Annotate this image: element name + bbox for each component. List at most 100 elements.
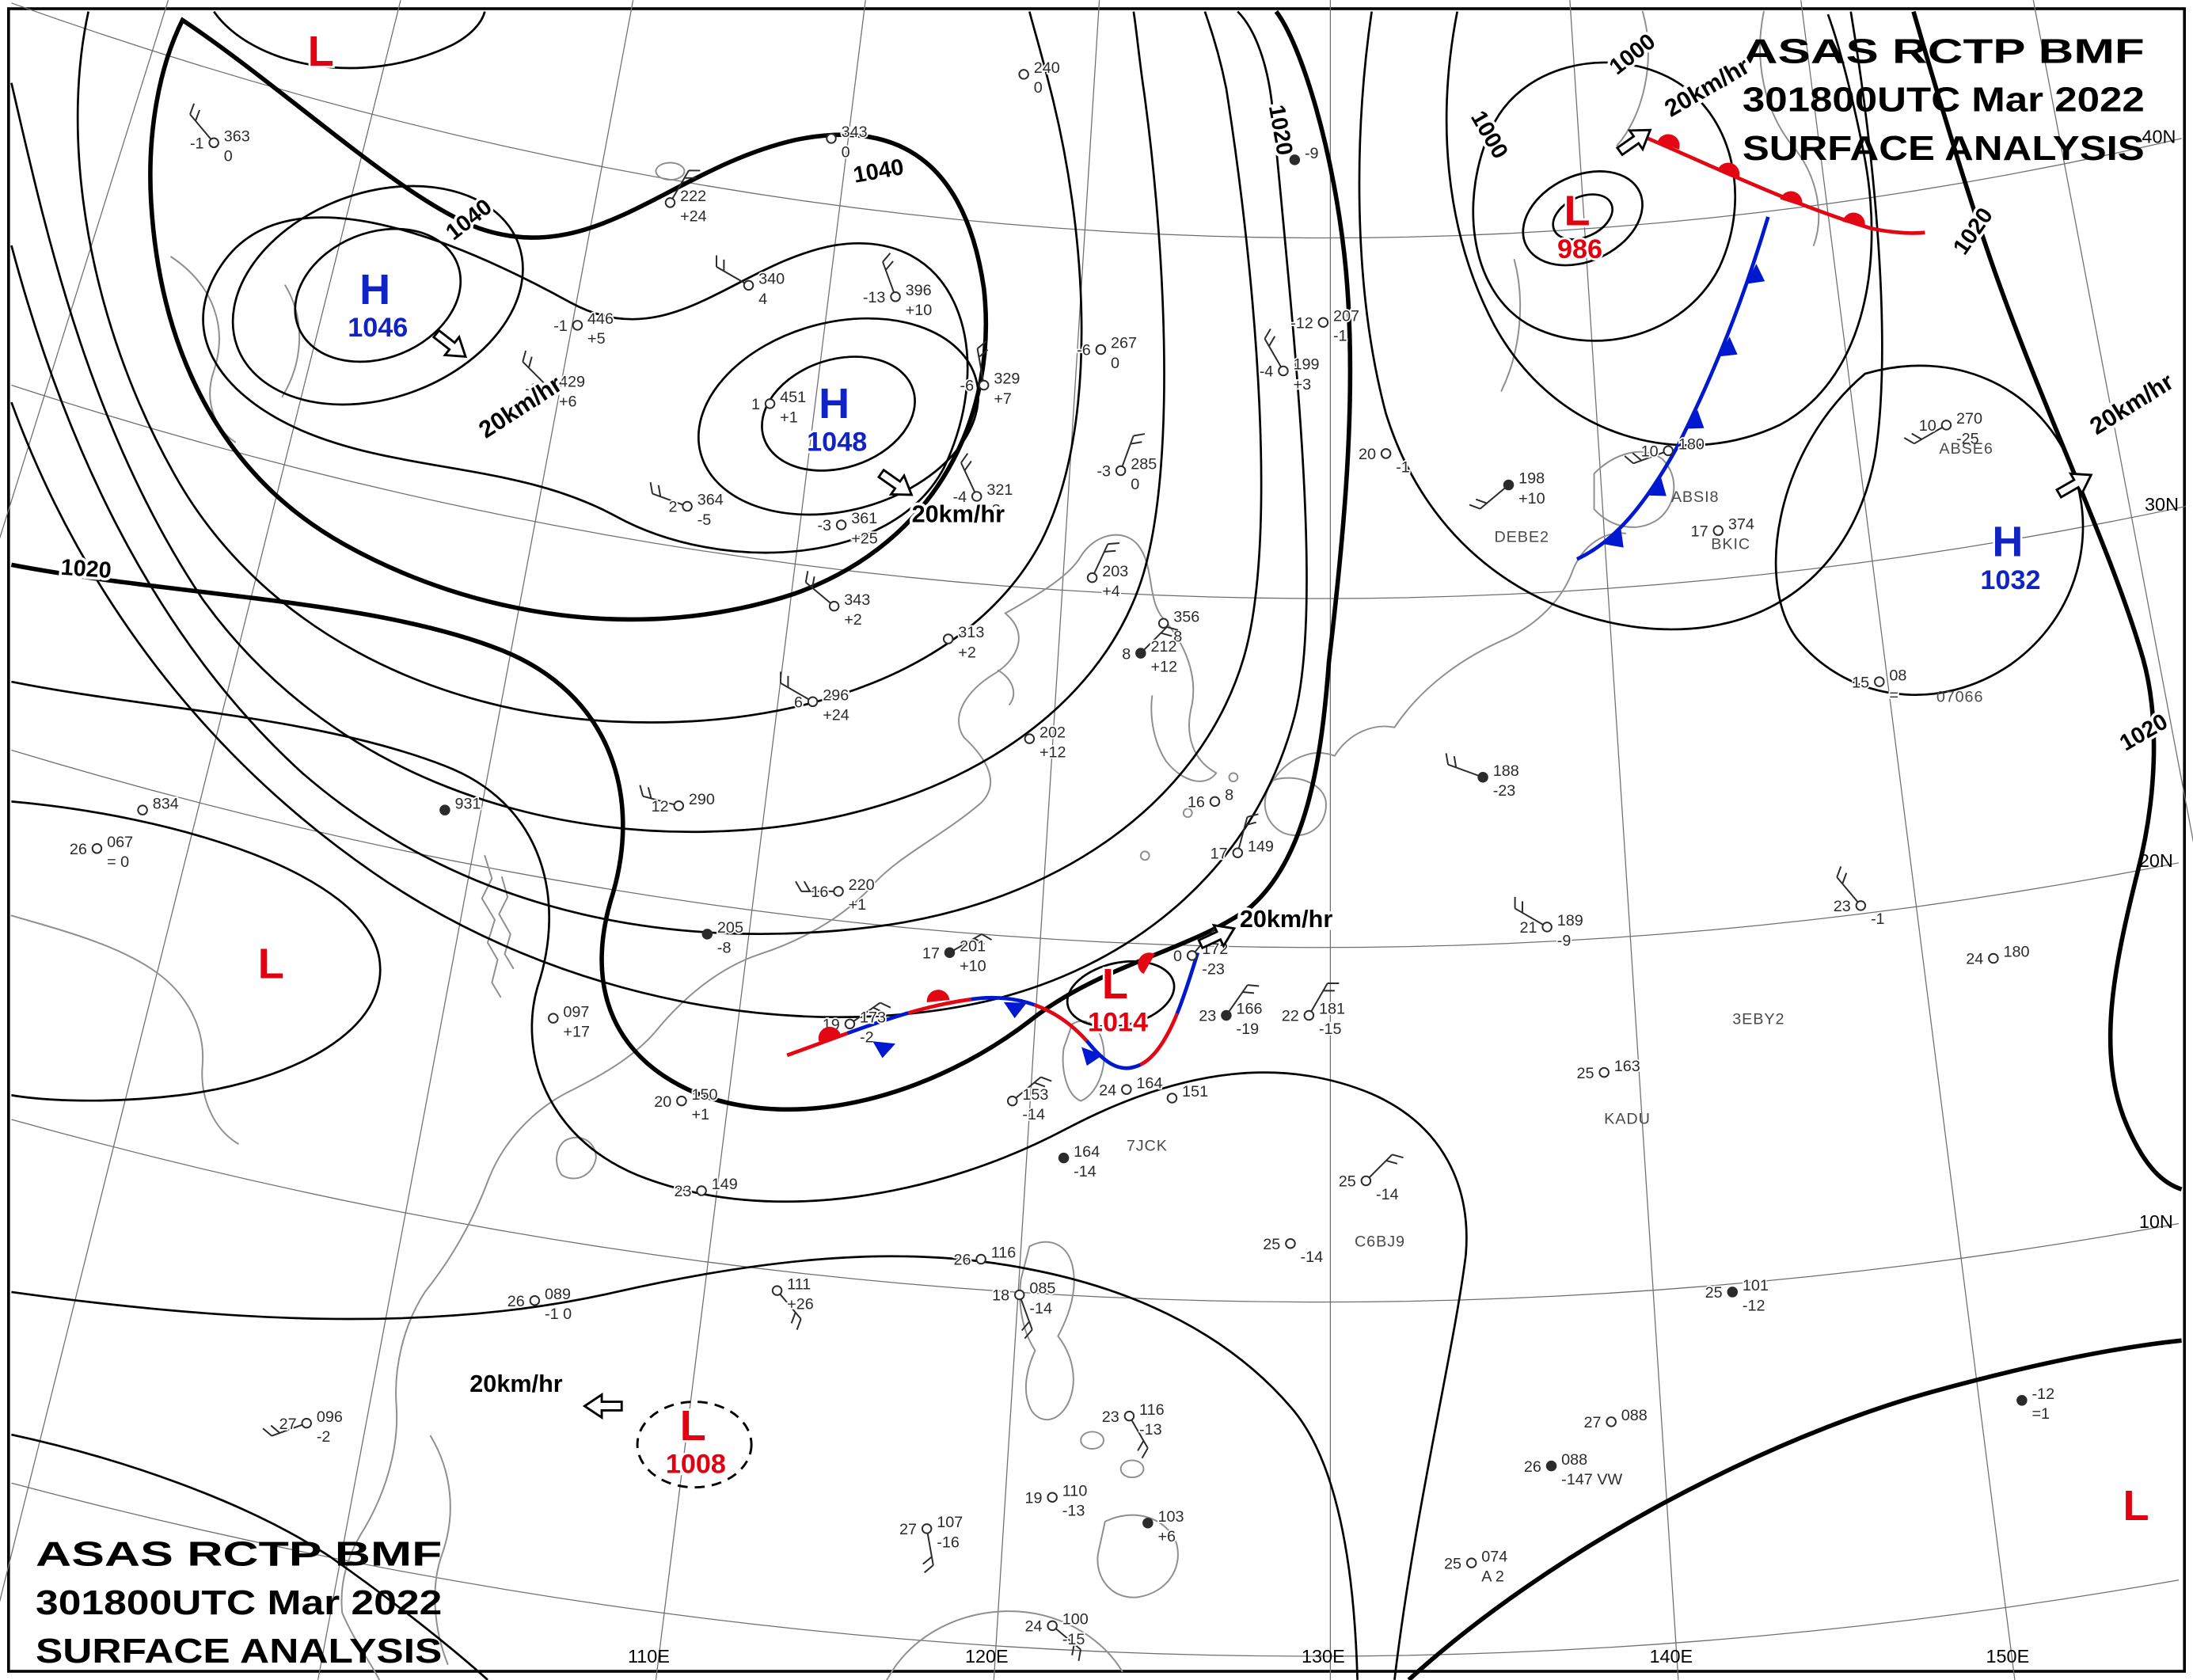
station-circle: [696, 1185, 707, 1196]
latitude-label: 20N: [2139, 850, 2173, 871]
coastline-layer: [10, 10, 1820, 1680]
station-circle: [1278, 365, 1289, 377]
wind-barb: [1237, 813, 1259, 853]
isobar: [10, 11, 1165, 833]
station-pressure-value: 153: [1022, 1086, 1048, 1104]
station-tendency: -25: [1956, 430, 1979, 447]
station-pressure-value: 296: [823, 686, 849, 704]
station-pressure-value: 321: [986, 481, 1013, 499]
station-temperature: -6: [960, 378, 975, 395]
station-temperature: 18: [992, 1287, 1009, 1305]
station-pressure-value: 150: [692, 1086, 718, 1104]
isobar: [1552, 193, 1613, 241]
movement-arrow-icon: [1615, 128, 1652, 157]
station-tendency: 8: [1173, 629, 1182, 646]
station-name: DEBE2: [1494, 529, 1549, 546]
wind-barb: [1836, 866, 1862, 907]
low-pressure-symbol: L: [2123, 1482, 2149, 1530]
station-pressure-value: 180: [2003, 944, 2029, 961]
station-pressure-value: 164: [1074, 1143, 1100, 1161]
isobar-value-label: 1020: [60, 555, 112, 583]
station-temperature: 24: [1966, 951, 1983, 968]
warm-front-semicircle: [1657, 134, 1680, 150]
station-temperature: 27: [1584, 1414, 1602, 1431]
station-circle: [826, 133, 837, 144]
pressure-center-value: 986: [1557, 234, 1602, 264]
station-circle: [1606, 1416, 1617, 1427]
station-tendency: +24: [680, 207, 707, 225]
station-temperature: 23: [1199, 1008, 1216, 1025]
station-tendency: +10: [960, 958, 986, 975]
coastline: [1019, 1241, 1075, 1421]
isobar: [1358, 11, 1883, 631]
station-tendency: +1: [692, 1106, 710, 1123]
isobar: [1445, 11, 1873, 447]
station-tendency: +6: [1157, 1528, 1176, 1545]
station-circle: [1013, 1289, 1025, 1301]
wind-barb: [1226, 984, 1260, 1017]
high-pressure-symbol: H: [1992, 519, 2023, 566]
grid-parallel: [11, 384, 2187, 599]
station-circle: [1727, 1287, 1739, 1298]
station-pressure-value: 207: [1333, 307, 1359, 325]
station-tendency: 0: [1111, 355, 1119, 372]
warm-front-semicircle: [1717, 162, 1740, 179]
isobar-low-1014: [1066, 960, 1176, 1028]
wind-barb: [1119, 433, 1146, 471]
station-temperature: 26: [70, 841, 87, 858]
station-tendency: -14: [1029, 1300, 1052, 1317]
wind-barb: [1264, 328, 1284, 371]
station-tendency: -14: [1074, 1163, 1096, 1180]
high-pressure-symbol: H: [819, 380, 849, 428]
station-tendency: -9: [1557, 932, 1572, 949]
isobar: [213, 10, 486, 70]
station-tendency: +1: [849, 896, 867, 914]
coastline: [340, 612, 1020, 1680]
cold-front-triangle: [1081, 1047, 1104, 1066]
low-pressure-symbol: L: [1564, 188, 1590, 235]
coastline: [10, 914, 239, 1145]
warm-front-semicircle: [926, 990, 950, 1003]
wind-barb: [1445, 753, 1484, 778]
station-pressure-value: 364: [697, 492, 724, 509]
station-pressure-value: 151: [1182, 1083, 1208, 1100]
wind-barb: [849, 1002, 891, 1025]
station-pressure-value: 222: [680, 188, 706, 205]
movement-arrow-icon: [2055, 472, 2093, 499]
station-circle: [1018, 69, 1029, 80]
pressure-center-value: 1046: [348, 313, 408, 343]
station-pressure-value: 189: [1557, 912, 1583, 929]
station-temperature: 19: [1025, 1489, 1043, 1507]
isobar-value-label: 1040: [441, 194, 496, 245]
station-temperature: 25: [1339, 1173, 1356, 1191]
station-pressure-value: 198: [1518, 470, 1545, 488]
warm-front-semicircle: [1842, 212, 1865, 226]
grid-parallel: [11, 749, 2180, 948]
wind-barb: [804, 571, 835, 607]
station-tendency: -12: [1743, 1297, 1765, 1314]
station-circle: [1303, 1009, 1315, 1021]
chart-type: SURFACE ANALYSIS: [36, 1632, 442, 1670]
station-pressure-value: 361: [851, 510, 877, 527]
station-pressure-value: 446: [587, 310, 614, 328]
wind-barb: [1308, 982, 1340, 1017]
station-pressure-value: 343: [842, 124, 868, 141]
station-circle: [2016, 1395, 2028, 1406]
station-temperature: 23: [674, 1183, 691, 1200]
isobar-1000: [1472, 61, 1737, 342]
station-name: ABSE6: [1939, 440, 1993, 458]
station-pressure-value: 111: [787, 1275, 811, 1293]
island-chain: [1139, 772, 1239, 861]
station-tendency: A 2: [1481, 1568, 1504, 1586]
station-tendency: +3: [1294, 376, 1312, 393]
cold-front-triangle: [1604, 528, 1624, 548]
station-circle: [1024, 733, 1036, 744]
station-pressure-value: 199: [1294, 356, 1320, 374]
movement-speed-label: 20km/hr: [469, 1370, 562, 1397]
wind-barb: [1903, 424, 1947, 445]
station-tendency: -15: [1062, 1631, 1085, 1648]
station-circle: [682, 500, 693, 512]
pressure-center-value: 1032: [1980, 565, 2040, 595]
station-temperature: -6: [1077, 342, 1091, 359]
